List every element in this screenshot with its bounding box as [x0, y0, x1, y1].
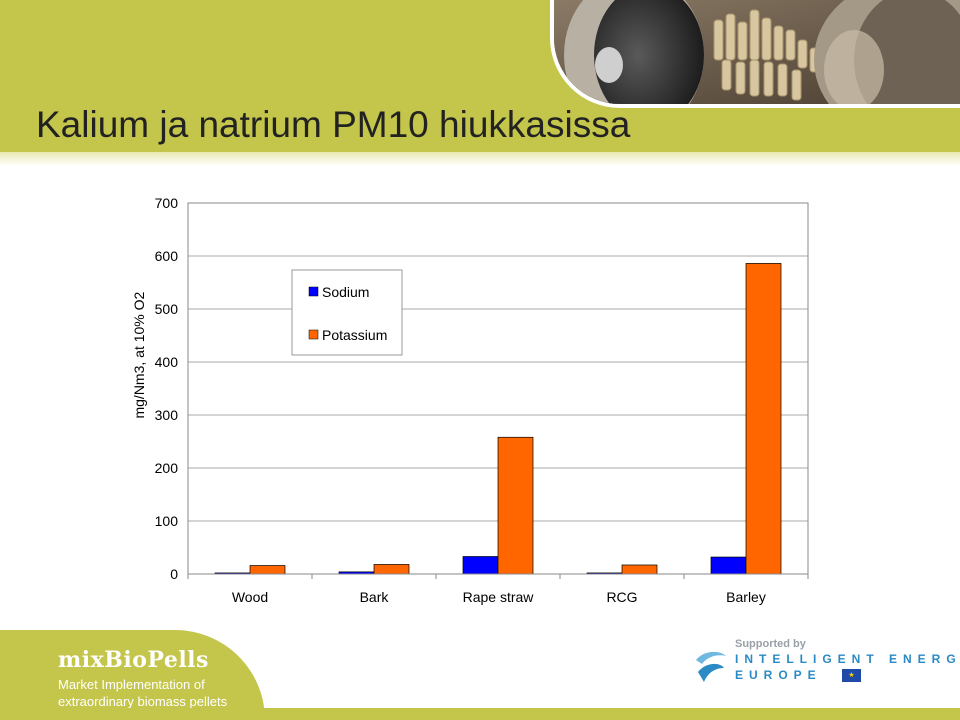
y-tick-label: 700	[155, 195, 179, 211]
y-tick-label: 300	[155, 407, 179, 423]
brand-logo-text: mixBioPells	[58, 647, 209, 673]
iee-name-line-1: INTELLIGENT ENERGY	[735, 652, 960, 666]
bar-potassium-rape-straw	[497, 436, 534, 575]
x-tick-label: Bark	[360, 589, 390, 605]
plot-frame	[187, 202, 809, 575]
eu-flag-icon: ★	[842, 669, 861, 682]
x-tick-label: Rape straw	[463, 589, 535, 605]
y-tick-label: 100	[155, 513, 179, 529]
chart-svg: 0 100 200 300 400 500 600 700 Wood Bark Rape stra…	[131, 195, 809, 605]
y-tick-labels: 0 100 200 300 400 500 600 700	[155, 195, 179, 582]
y-tick-label: 400	[155, 354, 179, 370]
x-tick-labels: Wood Bark Rape straw RCG Barley	[187, 574, 809, 605]
footer-brand-panel	[0, 630, 265, 720]
header-band-fade	[0, 152, 960, 166]
y-tick-label: 500	[155, 301, 179, 317]
iee-name-line-2: EUROPE	[735, 668, 822, 682]
tagline-line-1: Market Implementation of	[58, 677, 205, 692]
tagline-line-2: extraordinary biomass pellets	[58, 694, 228, 709]
bars	[214, 263, 782, 575]
supported-by-label: Supported by	[735, 638, 806, 650]
legend-swatch-sodium	[308, 286, 319, 297]
page-title: Kalium ja natrium PM10 hiukkasissa	[36, 104, 631, 145]
bar-potassium-bark	[373, 564, 410, 575]
pellet-photo-illustration	[554, 0, 960, 104]
bar-sodium-barley	[710, 556, 747, 575]
bar-potassium-barley	[745, 263, 782, 575]
footer-bar	[0, 708, 960, 720]
y-tick-label: 200	[155, 460, 179, 476]
y-axis-label: mg/Nm3, at 10% O2	[131, 291, 147, 418]
bar-sodium-rape-straw	[462, 556, 499, 575]
y-tick-label: 600	[155, 248, 179, 264]
x-tick-label: Wood	[232, 589, 268, 605]
iee-swirl-icon	[696, 651, 726, 682]
legend-swatch-potassium	[308, 329, 319, 340]
legend-label-potassium: Potassium	[322, 327, 387, 343]
legend-label-sodium: Sodium	[322, 284, 369, 300]
legend-box	[291, 269, 403, 356]
brand-tagline: Market Implementation of extraordinary b…	[58, 676, 227, 710]
x-tick-label: Barley	[726, 589, 766, 605]
bar-potassium-rcg	[621, 564, 658, 575]
y-tick-label: 0	[170, 566, 178, 582]
bar-chart: 0 100 200 300 400 500 600 700 Wood Bark Rape stra…	[120, 185, 840, 620]
legend: Sodium Potassium	[291, 269, 403, 356]
x-tick-label: RCG	[606, 589, 637, 605]
pellet-machine-photo	[550, 0, 960, 108]
bar-potassium-wood	[249, 565, 286, 575]
